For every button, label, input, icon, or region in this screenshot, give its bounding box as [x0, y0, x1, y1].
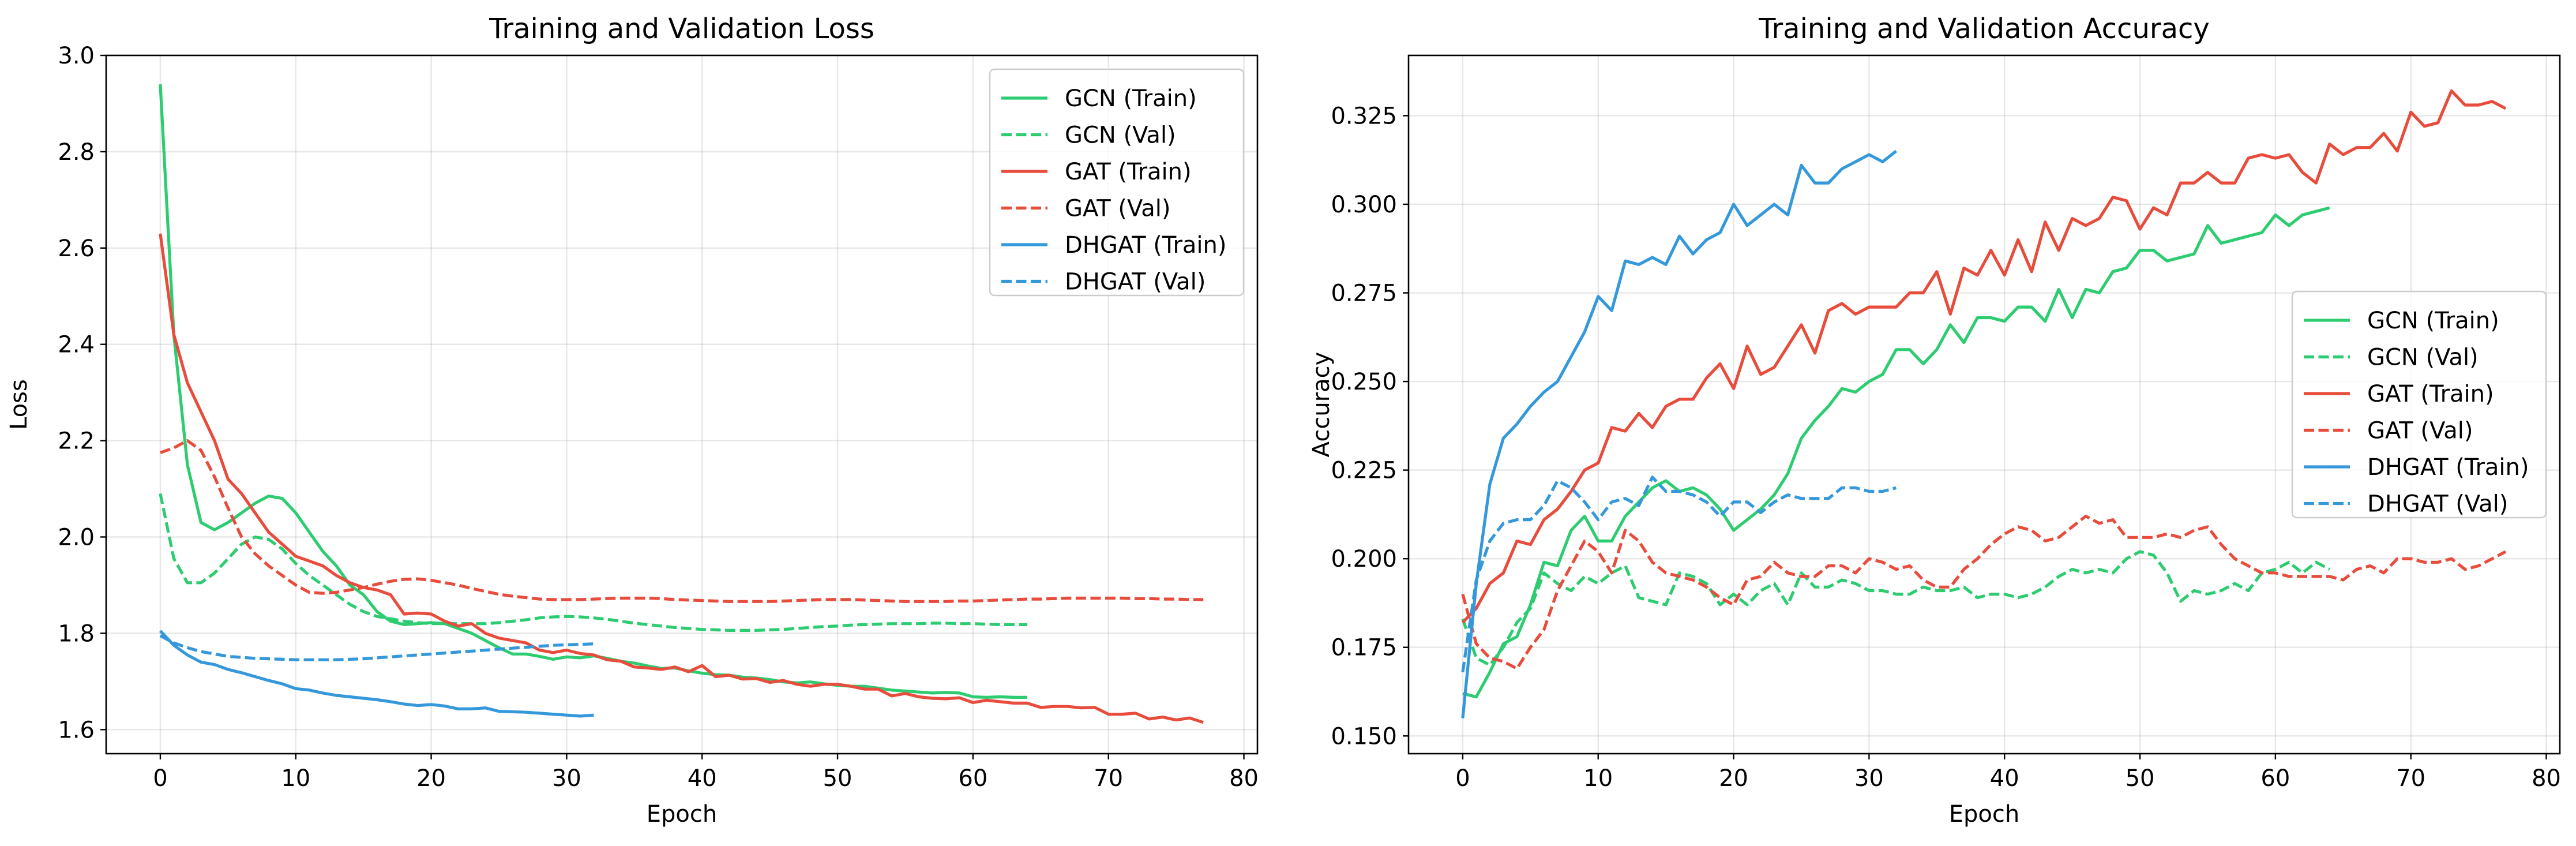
accuracy-series-lines — [1461, 89, 2507, 718]
x-tick-label: 60 — [2260, 765, 2290, 792]
y-tick-label: 0.225 — [1331, 458, 1397, 484]
x-tick-label: 0 — [153, 765, 167, 792]
series-line-gcn-val — [1461, 550, 2331, 667]
loss-series-lines — [159, 84, 1204, 724]
x-tick-label: 0 — [1455, 765, 1470, 792]
loss-x-axis-label: Epoch — [647, 801, 717, 828]
x-tick-label: 20 — [416, 765, 446, 792]
legend-label: GCN (Val) — [1065, 122, 1176, 149]
loss-plot-frame — [105, 54, 1259, 755]
series-line-dhgat-train — [1461, 149, 1898, 718]
x-tick-label: 40 — [1990, 765, 2019, 792]
loss-chart-title: Training and Validation Loss — [489, 13, 874, 45]
legend-label: DHGAT (Val) — [2367, 491, 2508, 518]
y-tick-label: 0.300 — [1331, 192, 1397, 218]
loss-y-axis-label: Loss — [6, 379, 32, 430]
x-tick-label: 70 — [1094, 765, 1123, 792]
accuracy-x-axis-label: Epoch — [1949, 801, 2019, 828]
accuracy-chart-title: Training and Validation Accuracy — [1758, 13, 2210, 45]
y-tick-label: 0.325 — [1331, 103, 1397, 129]
series-line-gat-train — [1462, 89, 2507, 624]
y-tick-label: 0.250 — [1331, 369, 1397, 395]
y-tick-label: 0.175 — [1331, 635, 1397, 661]
y-tick-label: 1.8 — [58, 620, 95, 647]
series-line-gcn-train — [1462, 206, 2330, 699]
x-tick-label: 60 — [958, 765, 987, 792]
x-tick-label: 80 — [2532, 765, 2561, 792]
legend-label: GAT (Val) — [1065, 196, 1171, 222]
y-tick-label: 2.8 — [58, 139, 95, 166]
y-tick-label: 2.6 — [58, 235, 95, 262]
legend-label: DHGAT (Val) — [1065, 269, 1206, 295]
x-tick-label: 70 — [2396, 765, 2425, 792]
x-tick-label: 10 — [281, 765, 310, 792]
accuracy-y-axis-label: Accuracy — [1308, 352, 1335, 458]
y-tick-label: 0.200 — [1331, 546, 1397, 572]
y-tick-label: 0.275 — [1331, 280, 1397, 307]
y-tick-label: 2.4 — [58, 332, 95, 358]
y-tick-label: 2.2 — [58, 428, 95, 455]
legend-label: GCN (Train) — [2367, 308, 2499, 334]
legend-label: GCN (Train) — [1065, 85, 1197, 112]
loss-axis-ticks: 0 10 20 30 40 50 60 70 80 1.6 1.8 2.0 2.2 2.4 2.6 2.8 3.… — [58, 43, 1259, 792]
series-line-dhgat-val — [159, 634, 594, 661]
x-tick-label: 30 — [552, 765, 581, 792]
x-tick-label: 50 — [823, 765, 853, 792]
accuracy-legend: GCN (Train) GCN (Val) GAT (Train) GAT (Val)… — [2291, 290, 2547, 519]
legend-box — [989, 68, 1245, 297]
x-tick-label: 20 — [1719, 765, 1748, 792]
legend-label: GAT (Val) — [2367, 418, 2473, 444]
loss-chart: 0 10 20 30 40 50 60 70 80 1.6 1.8 2.0 2.2 2.4 2.6 2.8 3.… — [6, 13, 1259, 828]
x-tick-label: 80 — [1229, 765, 1259, 792]
x-tick-label: 40 — [688, 765, 717, 792]
y-tick-label: 2.0 — [58, 524, 95, 551]
accuracy-plot-frame — [1407, 54, 2561, 755]
legend-label: DHGAT (Train) — [2367, 454, 2529, 481]
x-tick-label: 30 — [1854, 765, 1884, 792]
y-tick-label: 3.0 — [58, 43, 95, 69]
legend-label: GAT (Train) — [2367, 381, 2494, 407]
legend-box — [2291, 290, 2547, 519]
x-tick-label: 50 — [2126, 765, 2155, 792]
series-line-gat-val — [160, 439, 1204, 603]
y-tick-label: 0.150 — [1331, 723, 1397, 750]
series-line-gat-train — [159, 233, 1204, 724]
series-line-gcn-val — [159, 493, 1027, 632]
accuracy-axis-ticks: 0 10 20 30 40 50 60 70 80 0.150 0.175 0.200 0.225 0.2… — [1331, 103, 2560, 792]
legend-label: DHGAT (Train) — [1065, 232, 1226, 259]
series-line-dhgat-val — [1461, 476, 1897, 673]
loss-legend: GCN (Train) GCN (Val) GAT (Train) GAT (Val)… — [989, 68, 1245, 297]
accuracy-chart: 0 10 20 30 40 50 60 70 80 0.150 0.175 0.200 0.225 0.2… — [1308, 13, 2561, 828]
legend-label: GAT (Train) — [1065, 159, 1192, 185]
y-tick-label: 1.6 — [58, 717, 95, 743]
series-line-dhgat-train — [159, 630, 594, 718]
series-line-gat-val — [1461, 514, 2507, 671]
x-tick-label: 10 — [1583, 765, 1613, 792]
legend-label: GCN (Val) — [2367, 345, 2479, 371]
